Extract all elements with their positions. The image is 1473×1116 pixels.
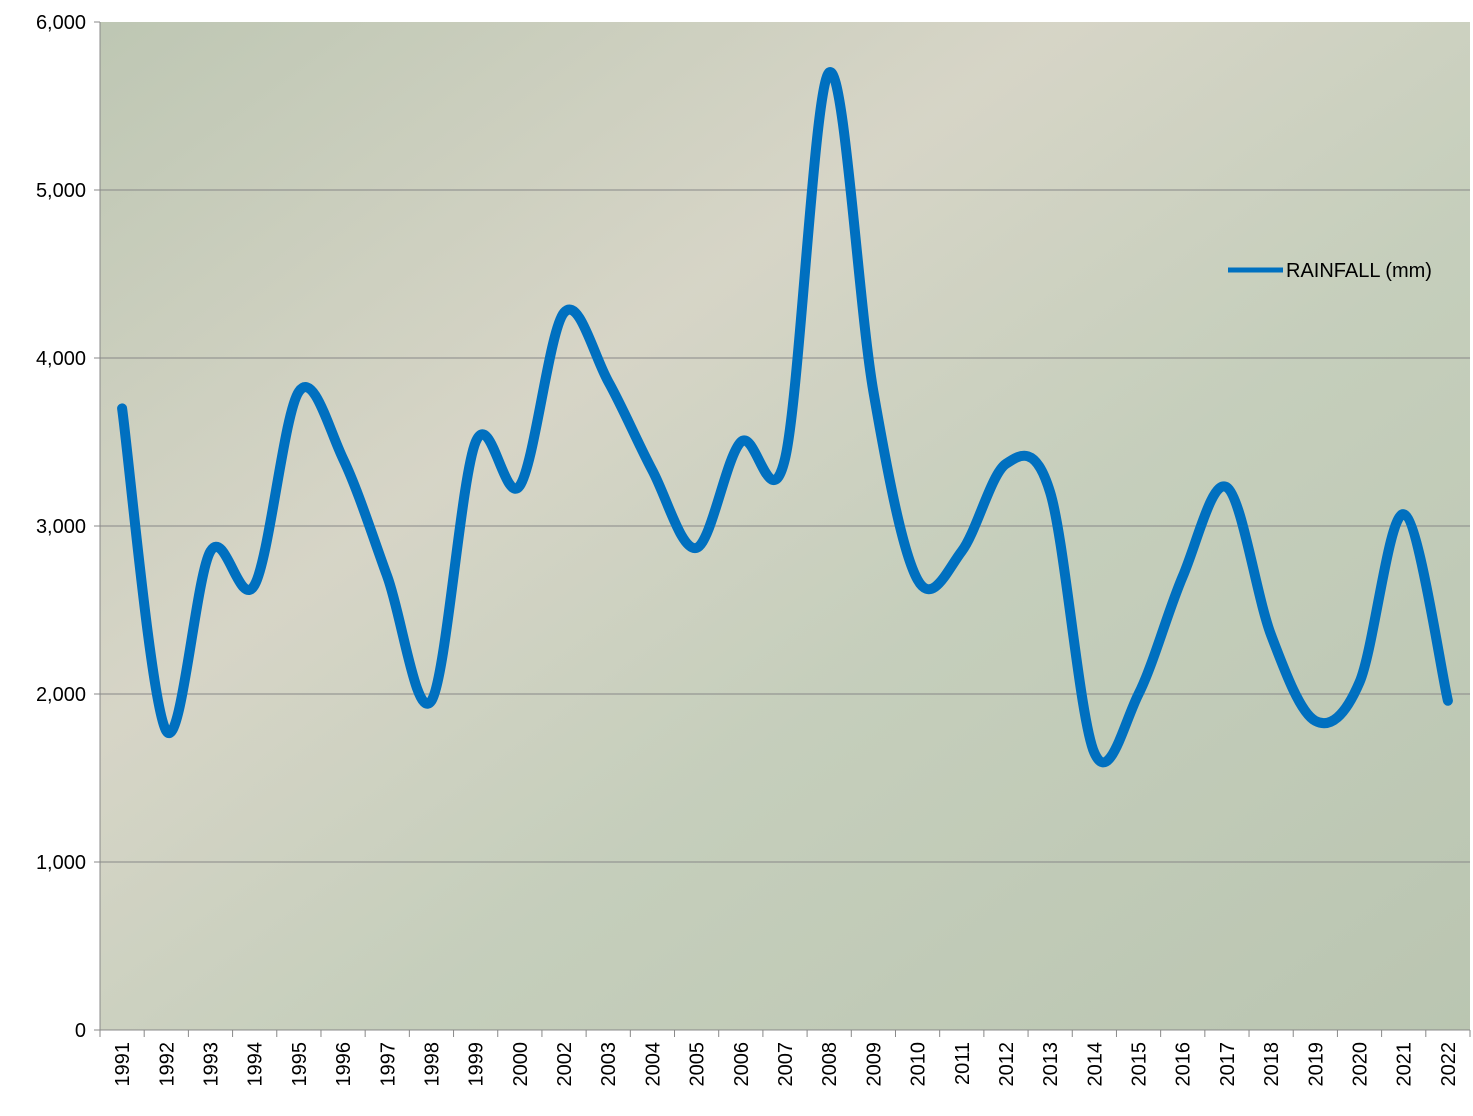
- x-tick-label: 2007: [775, 1042, 797, 1087]
- x-tick-label: 2003: [598, 1042, 620, 1087]
- x-tick-label: 2005: [687, 1042, 709, 1087]
- y-tick-label: 2,000: [36, 684, 86, 706]
- x-tick-label: 2017: [1217, 1042, 1239, 1087]
- x-tick-label: 2004: [642, 1042, 664, 1087]
- legend-label: RAINFALL (mm): [1286, 260, 1432, 282]
- x-tick-label: 1997: [377, 1042, 399, 1087]
- x-tick-label: 1999: [466, 1042, 488, 1087]
- x-tick-label: 1998: [421, 1042, 443, 1087]
- x-tick-label: 2020: [1350, 1042, 1372, 1087]
- y-tick-label: 0: [75, 1020, 86, 1042]
- x-tick-label: 2018: [1261, 1042, 1283, 1087]
- x-tick-label: 2015: [1129, 1042, 1151, 1087]
- x-tick-label: 2006: [731, 1042, 753, 1087]
- x-tick-label: 2011: [952, 1042, 974, 1085]
- y-tick-label: 4,000: [36, 348, 86, 370]
- x-tick-label: 1993: [200, 1042, 222, 1087]
- y-tick-label: 3,000: [36, 516, 86, 538]
- x-tick-label: 1991: [112, 1042, 134, 1087]
- data-line: [117, 67, 1453, 768]
- y-tick-label: 6,000: [36, 12, 86, 34]
- x-tick-label: 2002: [554, 1042, 576, 1087]
- x-tick-label: 2021: [1394, 1042, 1416, 1087]
- x-tick-label: 2013: [1040, 1042, 1062, 1087]
- x-tick-label: 2009: [863, 1042, 885, 1087]
- x-tick-label: 2000: [510, 1042, 532, 1087]
- y-tick-label: 1,000: [36, 852, 86, 874]
- x-tick-label: 1995: [289, 1042, 311, 1087]
- x-tick-label: 2016: [1173, 1042, 1195, 1087]
- x-tick-label: 2010: [908, 1042, 930, 1087]
- x-tick-label: 2008: [819, 1042, 841, 1087]
- x-tick-label: 2014: [1084, 1042, 1106, 1087]
- x-tick-label: 1994: [245, 1042, 267, 1087]
- x-tick-label: 2019: [1305, 1042, 1327, 1087]
- x-tick-label: 1996: [333, 1042, 355, 1087]
- x-tick-label: 2022: [1438, 1042, 1460, 1087]
- x-tick-label: 1992: [156, 1042, 178, 1087]
- x-tick-label: 2012: [996, 1042, 1018, 1087]
- y-tick-label: 5,000: [36, 180, 86, 202]
